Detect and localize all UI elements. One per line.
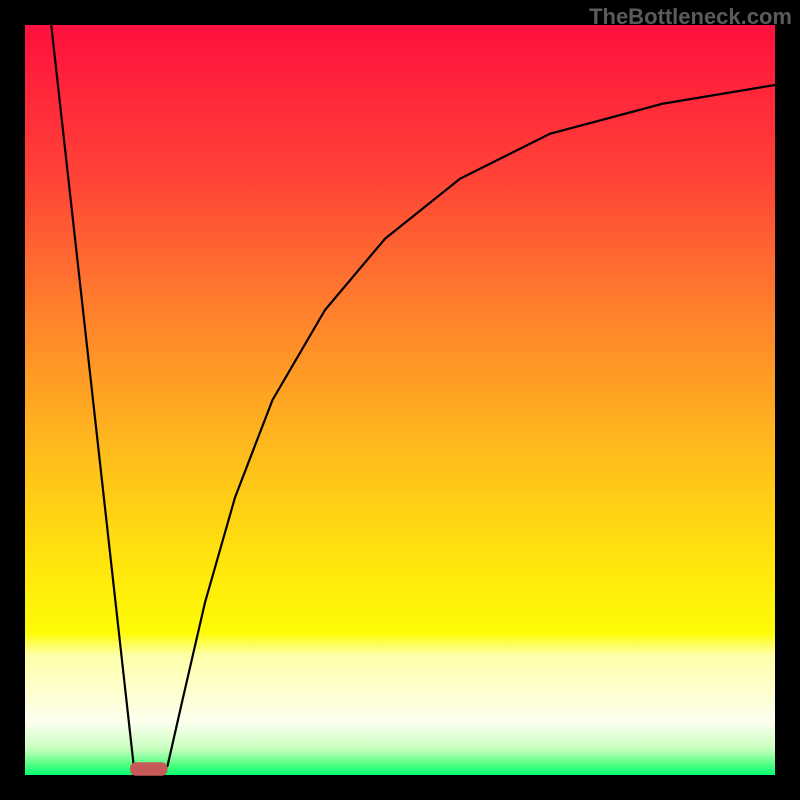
bottleneck-chart: TheBottleneck.com <box>0 0 800 800</box>
chart-background-gradient <box>25 25 775 775</box>
chart-svg <box>0 0 800 800</box>
watermark-text: TheBottleneck.com <box>589 4 792 30</box>
optimal-marker <box>130 762 168 776</box>
